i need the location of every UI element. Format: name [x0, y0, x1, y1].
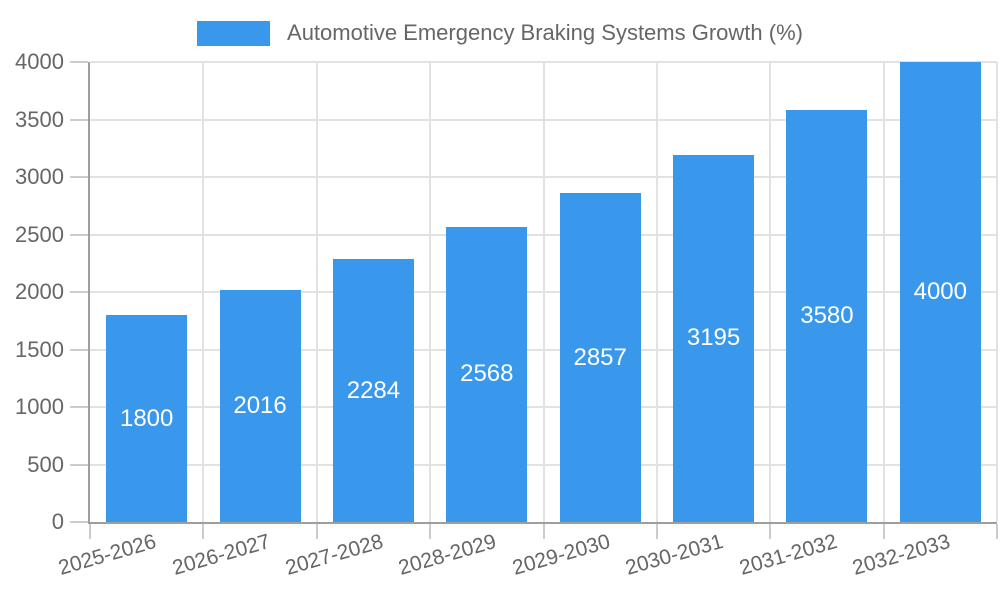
- y-axis-tick-label: 500: [27, 451, 64, 477]
- legend-label: Automotive Emergency Braking Systems Gro…: [287, 20, 803, 45]
- y-axis-tick: [70, 61, 88, 63]
- y-axis-tick: [70, 118, 88, 121]
- x-gridline: [202, 62, 205, 522]
- x-axis-tick: [429, 524, 432, 539]
- x-axis-tick: [89, 524, 91, 539]
- y-axis-tick-label: 0: [51, 509, 64, 534]
- bar[interactable]: [559, 193, 641, 522]
- y-axis-tick-label: 3500: [15, 106, 64, 132]
- y-axis-tick: [70, 521, 88, 523]
- x-axis-category-label: 2028-2029: [396, 530, 500, 580]
- y-axis-tick-label: 2500: [15, 221, 64, 247]
- x-axis-category-label: 2031-2032: [736, 530, 840, 580]
- legend-swatch: [197, 20, 271, 46]
- x-axis-category-label: 2030-2031: [623, 530, 726, 580]
- y-axis-tick: [70, 406, 88, 408]
- x-axis-category-label: 2029-2030: [509, 530, 613, 580]
- bar[interactable]: [106, 315, 188, 522]
- y-gridline: [90, 61, 997, 63]
- x-axis-tick: [996, 524, 998, 539]
- x-gridline: [542, 62, 545, 522]
- x-axis-category-label: 2025-2026: [56, 530, 160, 580]
- y-axis-tick: [70, 233, 88, 236]
- y-axis-tick: [70, 176, 88, 178]
- bar[interactable]: [673, 154, 755, 522]
- x-gridline: [315, 62, 318, 522]
- x-gridline: [429, 62, 432, 522]
- x-axis-tick: [655, 524, 658, 539]
- x-gridline: [769, 62, 772, 522]
- x-axis-tick: [542, 524, 545, 539]
- x-axis-tick: [769, 524, 772, 539]
- chart-legend-item[interactable]: Automotive Emergency Braking Systems Gro…: [0, 20, 1000, 46]
- y-axis-tick-label: 1500: [15, 336, 64, 362]
- y-axis-tick-label: 1000: [15, 394, 64, 419]
- y-axis-tick-label: 3000: [15, 164, 64, 189]
- x-gridline: [882, 62, 885, 522]
- y-axis-tick-label: 4000: [15, 49, 64, 74]
- x-axis-category-label: 2027-2028: [282, 530, 386, 580]
- bar[interactable]: [446, 226, 528, 522]
- bar[interactable]: [899, 62, 981, 522]
- plot-area: 0 500 1000 1500 2000 2500 3000 3500 4000 1800 2016…: [15, 50, 998, 580]
- y-axis-tick: [70, 348, 88, 351]
- x-axis-category-label: 2026-2027: [169, 530, 273, 580]
- bar[interactable]: [786, 110, 868, 522]
- bar[interactable]: [219, 290, 301, 522]
- x-axis-tick: [202, 524, 205, 539]
- x-axis-tick: [315, 524, 318, 539]
- x-axis-tick: [882, 524, 885, 539]
- x-axis-category-label: 2032-2033: [849, 530, 953, 580]
- y-axis-tick: [70, 463, 88, 466]
- y-axis-tick-label: 2000: [15, 279, 64, 304]
- x-gridline: [996, 62, 998, 522]
- y-axis-tick: [70, 291, 88, 293]
- x-gridline: [655, 62, 658, 522]
- bar[interactable]: [332, 259, 414, 522]
